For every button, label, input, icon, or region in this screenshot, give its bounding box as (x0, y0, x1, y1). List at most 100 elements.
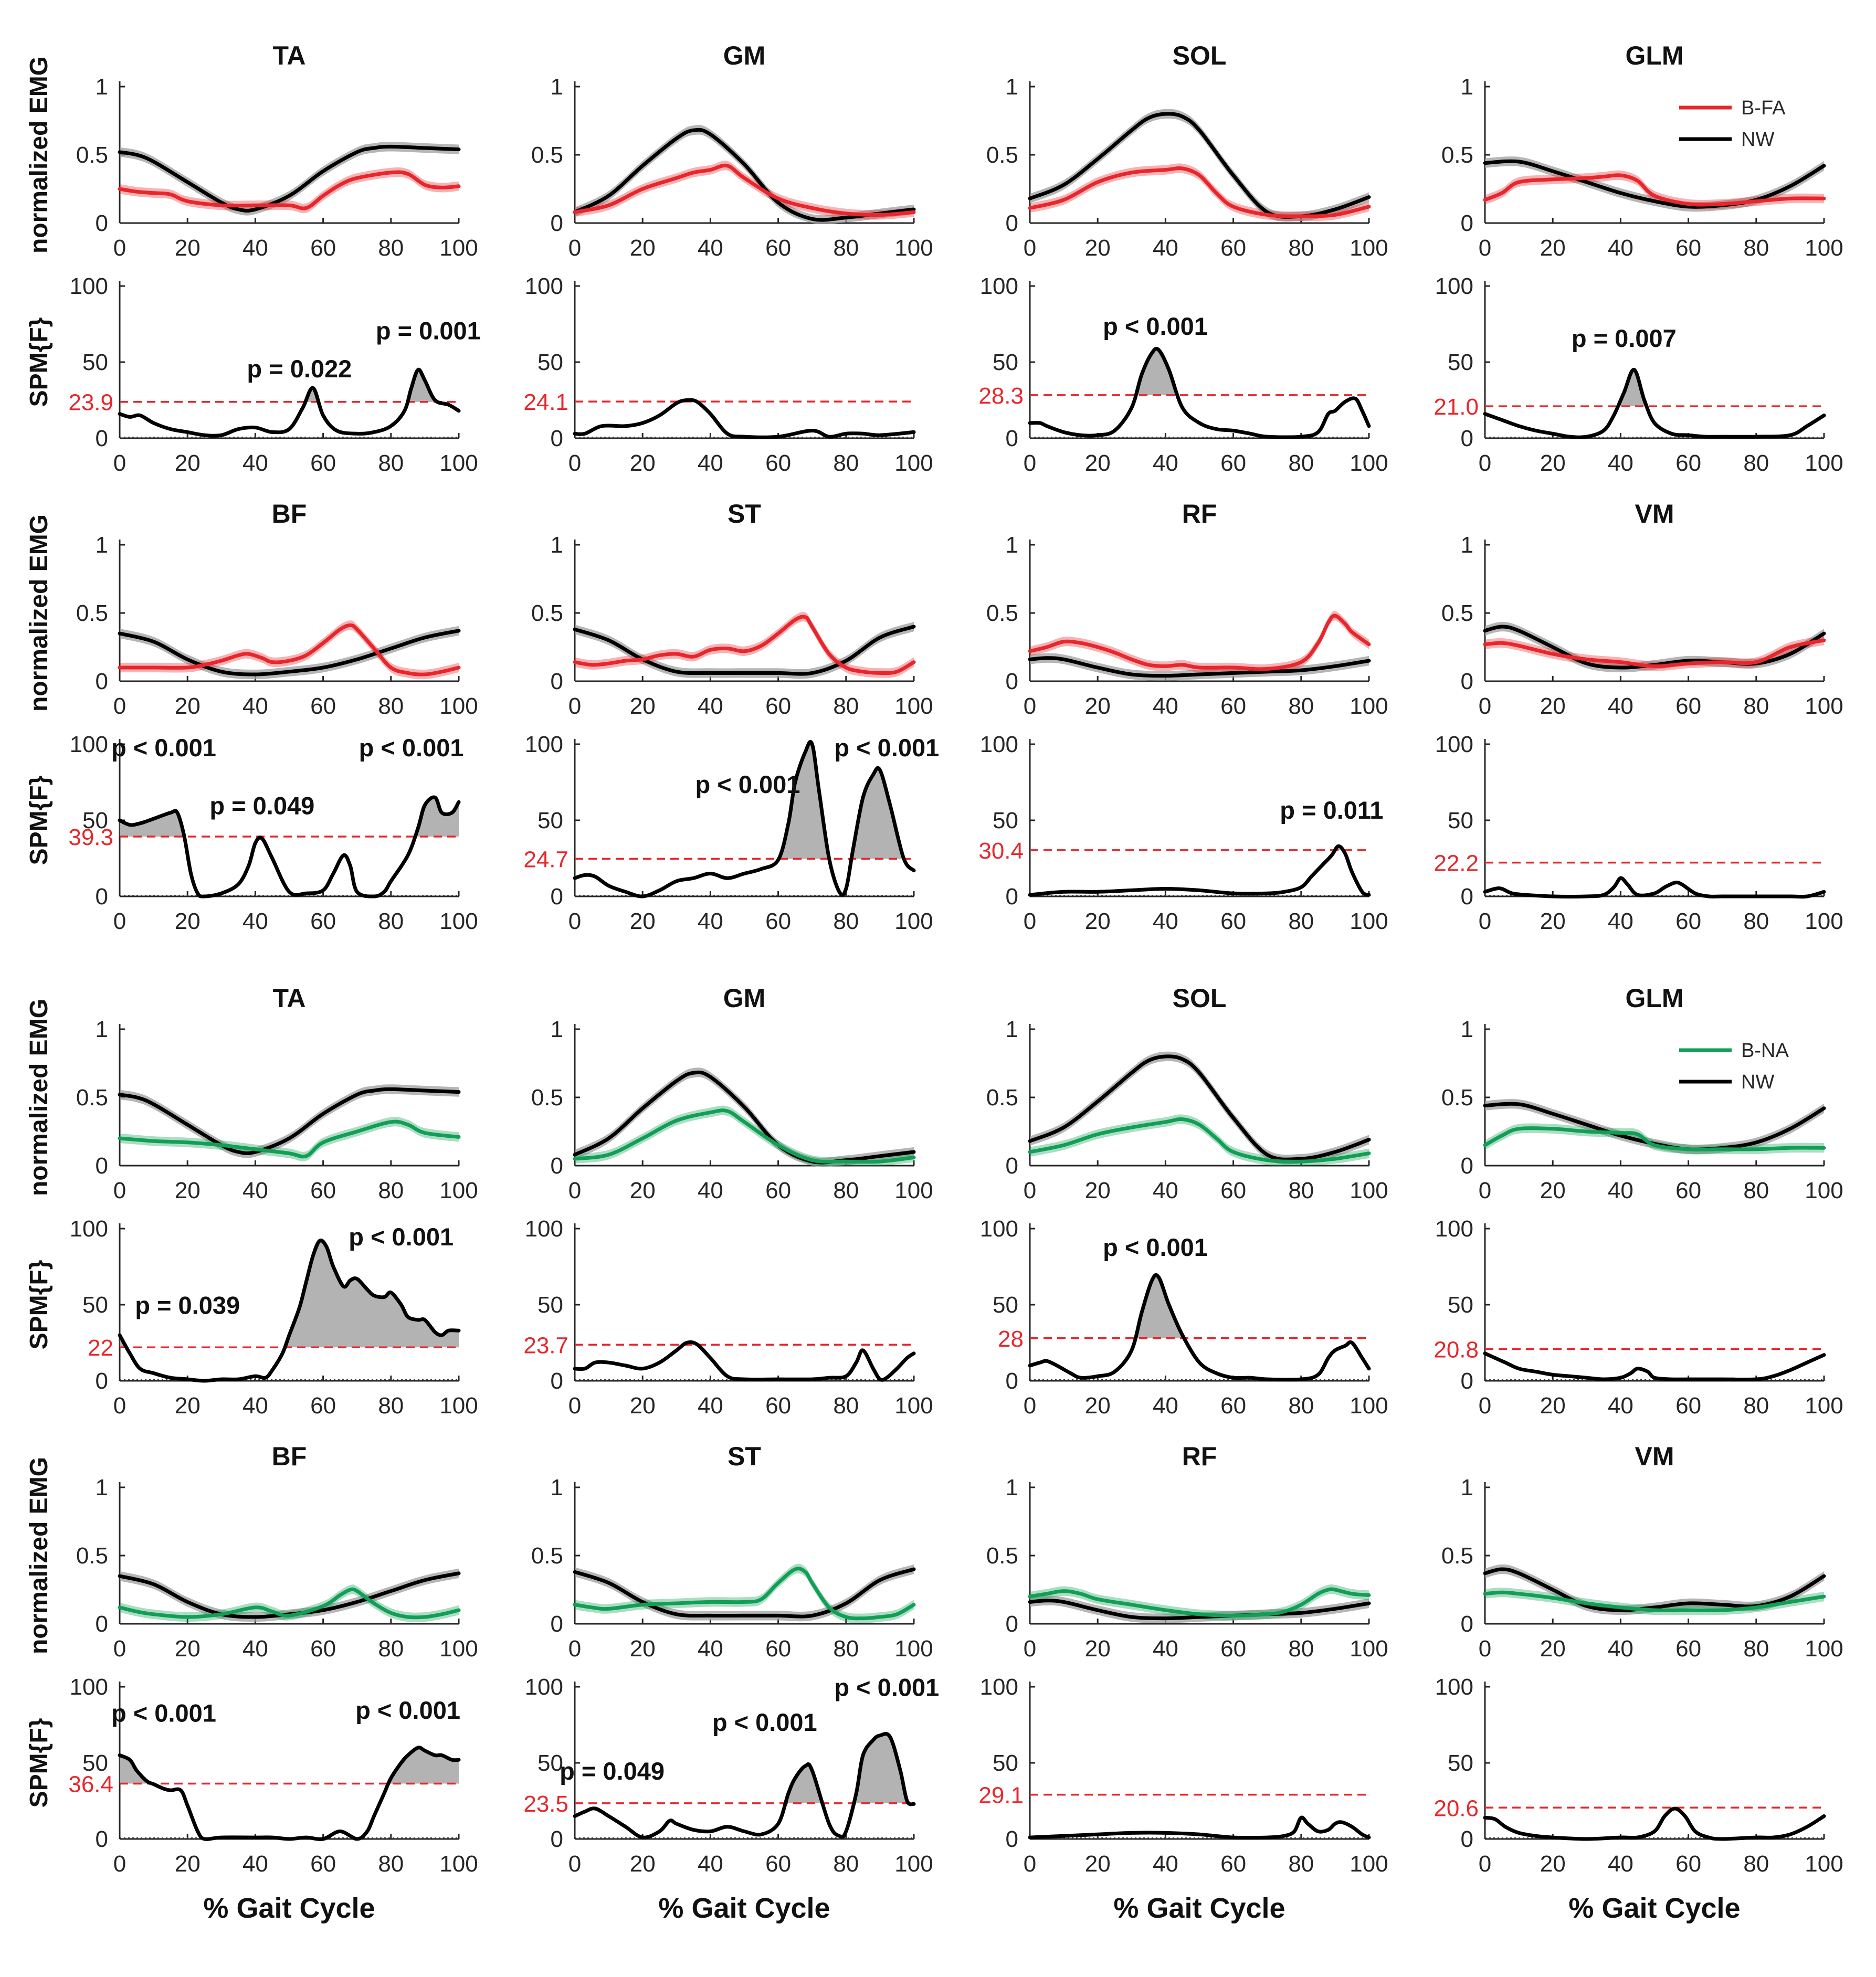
series-line-b-na (573, 1567, 916, 1621)
x-tick-label: 20 (175, 450, 201, 476)
x-tick-label: 60 (765, 235, 791, 261)
panel-title: GM (723, 984, 766, 1013)
y-axis-label-emg: normalized EMG (25, 56, 53, 253)
x-tick-label: 60 (765, 1393, 791, 1419)
series-line-b-fa (1028, 614, 1371, 671)
x-tick-label: 20 (1085, 1851, 1111, 1877)
y-tick-label: 0 (1461, 1153, 1473, 1179)
spm-curve (573, 739, 916, 898)
p-value-annotation: p < 0.001 (695, 770, 800, 798)
x-tick-label: 80 (1288, 1636, 1314, 1662)
p-value-annotation: p < 0.001 (349, 1223, 454, 1251)
suprathreshold-cluster (1618, 369, 1647, 407)
x-tick-label: 60 (310, 235, 336, 261)
y-tick-label: 0 (551, 210, 563, 236)
y-tick-label: 100 (1435, 732, 1473, 757)
threshold-label: 28.3 (978, 383, 1024, 409)
series-line-nw (118, 1087, 461, 1155)
legend-label: B-NA (1741, 1040, 1789, 1062)
x-tick-label: 0 (113, 1636, 126, 1662)
x-tick-label: 20 (175, 1851, 201, 1877)
emg-panel-3-3: VM 0 0.5 1 0 20 40 60 80 100 (1441, 1442, 1843, 1662)
x-tick-label: 40 (1153, 235, 1178, 261)
x-tick-label: 40 (1153, 1851, 1178, 1877)
x-tick-label: 80 (1288, 693, 1314, 719)
y-tick-label: 0 (551, 1153, 563, 1179)
emg-panel-2-2: SOL 0 0.5 1 0 20 40 60 80 100 (986, 984, 1388, 1203)
spm-panel-0-3: 0 50 100 0 20 40 60 80 100 21.0 p = 0.007 (1434, 273, 1843, 476)
x-tick-label: 100 (1350, 450, 1388, 476)
y-tick-label: 1 (1006, 74, 1018, 100)
x-tick-label: 80 (833, 693, 859, 719)
x-tick-label: 60 (1675, 908, 1701, 934)
spm-panel-3-1: 0 50 100 0 20 40 60 80 100 23.5 p = 0.049 p < 0.001… (523, 1673, 939, 1924)
y-tick-label: 1 (96, 1475, 108, 1500)
y-tick-label: 100 (70, 1216, 108, 1242)
y-tick-label: 0.5 (76, 142, 108, 168)
suprathreshold-cluster (851, 768, 904, 859)
x-tick-label: 20 (630, 1636, 656, 1662)
y-tick-label: 0 (1006, 1611, 1018, 1637)
x-tick-label: 0 (568, 1851, 581, 1877)
y-tick-label: 0.5 (76, 600, 108, 626)
spm-curve (1483, 876, 1826, 899)
x-tick-label: 100 (1350, 1393, 1388, 1419)
y-tick-label: 100 (1435, 1216, 1473, 1242)
panel-title: TA (273, 41, 306, 70)
threshold-label: 23.5 (523, 1791, 568, 1817)
y-axis-label-spm: SPM{F} (25, 776, 53, 865)
y-tick-label: 100 (525, 1216, 563, 1242)
legend-label: NW (1741, 129, 1774, 151)
spm-panel-1-1: 0 50 100 0 20 40 60 80 100 24.7 p < 0.001 p < 0.001 (523, 732, 939, 934)
y-tick-label: 50 (1448, 1292, 1473, 1318)
y-tick-label: 1 (1461, 74, 1473, 100)
y-tick-label: 0 (551, 1826, 563, 1852)
series-line-nw (118, 144, 461, 213)
x-tick-label: 20 (175, 908, 201, 934)
y-tick-label: 100 (1435, 1674, 1473, 1700)
x-tick-label: 40 (1153, 693, 1178, 719)
x-tick-label: 20 (630, 450, 656, 476)
x-tick-label: 0 (1479, 235, 1491, 261)
series-line-nw (1028, 656, 1371, 678)
y-axis-label-emg: normalized EMG (25, 1457, 53, 1654)
x-tick-label: 80 (833, 1636, 859, 1662)
x-tick-label: 40 (243, 908, 268, 934)
y-tick-label: 0.5 (1441, 1543, 1473, 1569)
series-band-nw (1485, 621, 1824, 673)
x-axis-label: % Gait Cycle (1568, 1893, 1740, 1924)
emg-panel-2-0: TA 0 0.5 1 0 20 40 60 80 100 normalized EMG (25, 984, 478, 1203)
x-tick-label: 40 (1608, 1393, 1633, 1419)
panel-title: BF (272, 1442, 307, 1471)
y-tick-label: 0 (96, 1826, 108, 1852)
x-tick-label: 40 (1608, 450, 1633, 476)
x-tick-label: 100 (439, 1851, 478, 1877)
x-tick-label: 20 (175, 235, 201, 261)
y-tick-label: 0 (551, 426, 563, 451)
x-tick-label: 0 (568, 908, 581, 934)
x-tick-label: 0 (1479, 450, 1491, 476)
x-tick-label: 80 (378, 1393, 404, 1419)
spm-panel-3-2: 0 50 100 0 20 40 60 80 100 29.1 % Gait Cycle (978, 1674, 1388, 1924)
x-tick-label: 40 (1153, 1178, 1178, 1203)
panel-title: VM (1635, 499, 1674, 528)
y-tick-label: 50 (1448, 350, 1473, 375)
y-tick-label: 100 (525, 732, 563, 757)
emg-panel-0-2: SOL 0 0.5 1 0 20 40 60 80 100 (986, 41, 1388, 261)
x-tick-label: 0 (1024, 1178, 1036, 1203)
x-tick-label: 80 (1743, 908, 1769, 934)
threshold-label: 30.4 (978, 838, 1024, 864)
x-tick-label: 40 (698, 1178, 723, 1203)
x-tick-label: 100 (1350, 693, 1388, 719)
x-tick-label: 100 (1350, 908, 1388, 934)
suprathreshold-cluster (306, 388, 319, 402)
y-tick-label: 0.5 (986, 600, 1018, 626)
x-tick-label: 100 (439, 1393, 478, 1419)
x-tick-label: 20 (1085, 908, 1111, 934)
x-tick-label: 80 (833, 1393, 859, 1419)
x-tick-label: 20 (1085, 1393, 1111, 1419)
y-tick-label: 50 (537, 1292, 563, 1318)
series-line-b-na (1483, 1126, 1826, 1151)
x-tick-label: 20 (175, 693, 201, 719)
spm-panel-2-1: 0 50 100 0 20 40 60 80 100 23.7 (523, 1216, 933, 1419)
